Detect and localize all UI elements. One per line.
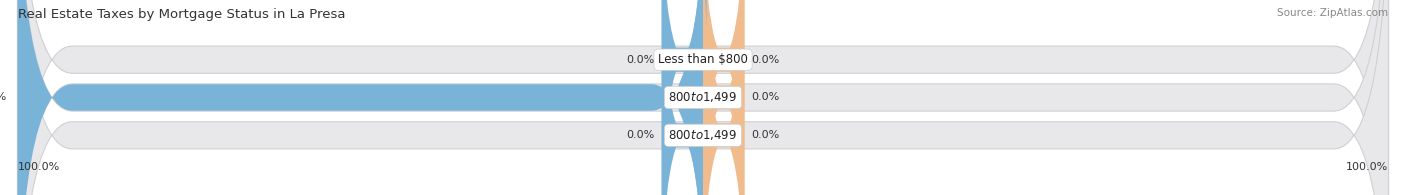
FancyBboxPatch shape — [703, 0, 744, 195]
FancyBboxPatch shape — [703, 0, 744, 195]
Text: Real Estate Taxes by Mortgage Status in La Presa: Real Estate Taxes by Mortgage Status in … — [18, 8, 346, 21]
FancyBboxPatch shape — [662, 0, 703, 195]
Text: 0.0%: 0.0% — [627, 55, 655, 65]
Text: 0.0%: 0.0% — [751, 92, 779, 103]
Text: 0.0%: 0.0% — [751, 130, 779, 140]
Text: $800 to $1,499: $800 to $1,499 — [668, 90, 738, 105]
Text: 100.0%: 100.0% — [0, 92, 7, 103]
Text: 100.0%: 100.0% — [1347, 162, 1389, 172]
FancyBboxPatch shape — [17, 0, 1389, 195]
Text: 0.0%: 0.0% — [627, 130, 655, 140]
FancyBboxPatch shape — [703, 0, 744, 195]
Text: $800 to $1,499: $800 to $1,499 — [668, 128, 738, 142]
FancyBboxPatch shape — [662, 0, 703, 195]
Text: 100.0%: 100.0% — [17, 162, 59, 172]
Text: Less than $800: Less than $800 — [658, 53, 748, 66]
Text: 0.0%: 0.0% — [751, 55, 779, 65]
Text: Source: ZipAtlas.com: Source: ZipAtlas.com — [1277, 8, 1388, 18]
FancyBboxPatch shape — [17, 0, 1389, 195]
FancyBboxPatch shape — [17, 0, 706, 195]
FancyBboxPatch shape — [17, 0, 1389, 195]
